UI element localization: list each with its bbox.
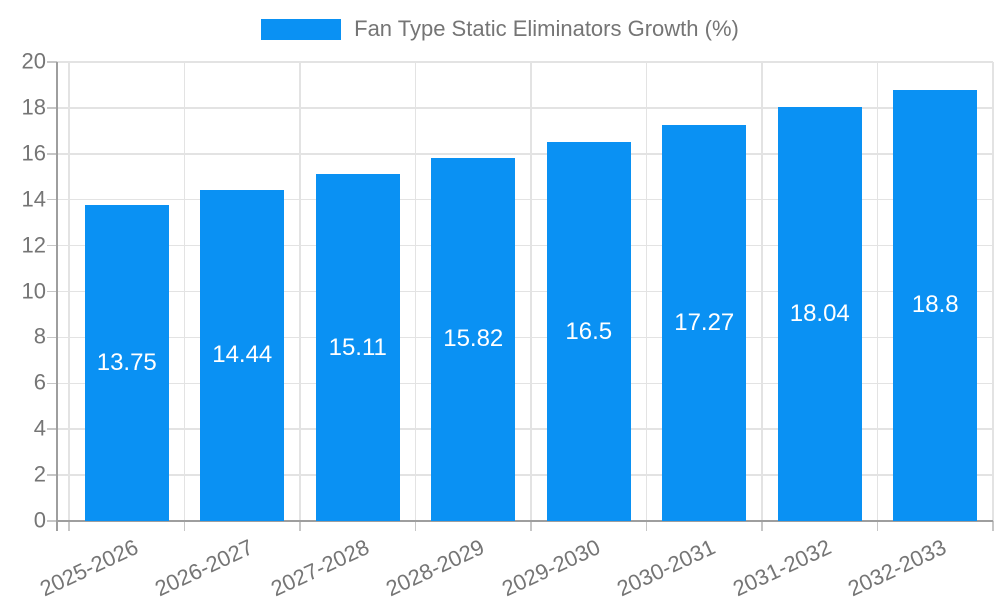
- x-axis-tick: [68, 521, 70, 531]
- gridline-vertical: [68, 62, 70, 521]
- bar-value-label: 15.82: [443, 325, 504, 353]
- bar-value-label: 13.75: [96, 349, 157, 377]
- bar-2031-2032[interactable]: [777, 106, 862, 521]
- gridline-vertical: [299, 62, 301, 521]
- gridline-vertical: [992, 62, 994, 521]
- x-axis-category-label: 2027-2028: [266, 534, 373, 600]
- x-axis-tick: [645, 521, 648, 531]
- x-axis-category-label: 2029-2030: [497, 534, 604, 600]
- y-axis-tick: [47, 290, 57, 293]
- y-axis-tick-label: 18: [21, 94, 46, 120]
- y-axis-tick: [47, 382, 57, 385]
- legend-label: Fan Type Static Eliminators Growth (%): [354, 16, 739, 41]
- gridline-vertical: [645, 62, 648, 521]
- y-axis-tick: [47, 428, 57, 430]
- x-axis-category-label: 2032-2033: [844, 534, 950, 600]
- gridline-horizontal: [57, 428, 993, 430]
- y-axis-tick-label: 20: [21, 48, 46, 74]
- y-axis-tick: [47, 153, 57, 155]
- y-axis-tick-label: 4: [33, 415, 46, 441]
- bar-2025-2026[interactable]: [84, 205, 169, 521]
- bar-2027-2028[interactable]: [315, 174, 400, 521]
- gridline-vertical: [530, 62, 532, 521]
- y-axis-tick-label: 2: [33, 461, 46, 487]
- gridline-horizontal: [57, 198, 993, 201]
- y-axis-tick: [47, 107, 57, 109]
- bar-value-label: 18.8: [911, 291, 959, 319]
- bar-2029-2030[interactable]: [546, 142, 631, 521]
- y-axis-tick: [47, 244, 57, 247]
- bar-2026-2027[interactable]: [200, 189, 285, 521]
- y-axis-tick-label: 10: [21, 278, 46, 304]
- x-axis-tick: [530, 521, 532, 531]
- y-axis-tick: [47, 520, 57, 522]
- gridline-horizontal: [57, 107, 993, 109]
- y-axis-tick: [47, 474, 57, 476]
- gridline-horizontal: [57, 474, 993, 476]
- bar-2032-2033[interactable]: [893, 89, 978, 521]
- legend-swatch: [261, 18, 342, 40]
- y-axis-tick-label: 14: [21, 186, 46, 212]
- y-axis-tick: [47, 61, 57, 63]
- y-axis-tick: [47, 336, 57, 339]
- y-axis-line: [56, 62, 58, 531]
- x-axis-tick: [992, 521, 994, 531]
- bar-2028-2029[interactable]: [431, 157, 516, 521]
- gridline-horizontal: [57, 290, 993, 293]
- legend: Fan Type Static Eliminators Growth (%): [0, 16, 1000, 42]
- gridline-vertical: [414, 62, 417, 521]
- y-axis-tick-label: 12: [21, 232, 46, 258]
- x-axis-tick: [761, 521, 763, 531]
- gridline-vertical: [183, 62, 186, 521]
- x-axis-category-label: 2030-2031: [613, 534, 719, 600]
- x-axis-category-label: 2031-2032: [728, 534, 835, 600]
- bar-value-label: 15.11: [328, 333, 387, 361]
- bar-value-label: 14.44: [212, 341, 273, 369]
- x-axis-baseline: [56, 520, 993, 522]
- x-axis-tick: [299, 521, 301, 531]
- x-axis-category-label: 2028-2029: [382, 534, 488, 600]
- gridline-vertical: [761, 62, 763, 521]
- x-axis-category-label: 2025-2026: [35, 534, 142, 600]
- y-axis-tick-label: 0: [33, 507, 46, 533]
- gridline-horizontal: [57, 244, 993, 247]
- y-axis-tick: [47, 198, 57, 201]
- bar-value-label: 18.04: [789, 299, 850, 327]
- gridline-horizontal: [57, 382, 993, 385]
- x-axis-category-label: 2026-2027: [151, 534, 257, 600]
- y-axis-tick-label: 16: [21, 140, 46, 166]
- x-axis-tick: [183, 521, 186, 531]
- bar-value-label: 17.27: [674, 308, 735, 336]
- y-axis-tick-label: 6: [33, 369, 46, 395]
- bar-value-label: 16.5: [565, 317, 613, 345]
- gridline-horizontal: [57, 153, 993, 155]
- gridline-horizontal: [57, 336, 993, 339]
- x-axis-tick: [414, 521, 417, 531]
- x-axis-tick: [876, 521, 879, 531]
- gridline-horizontal: [57, 61, 993, 63]
- gridline-vertical: [876, 62, 879, 521]
- bar-2030-2031[interactable]: [662, 124, 747, 521]
- y-axis-tick-label: 8: [33, 323, 46, 349]
